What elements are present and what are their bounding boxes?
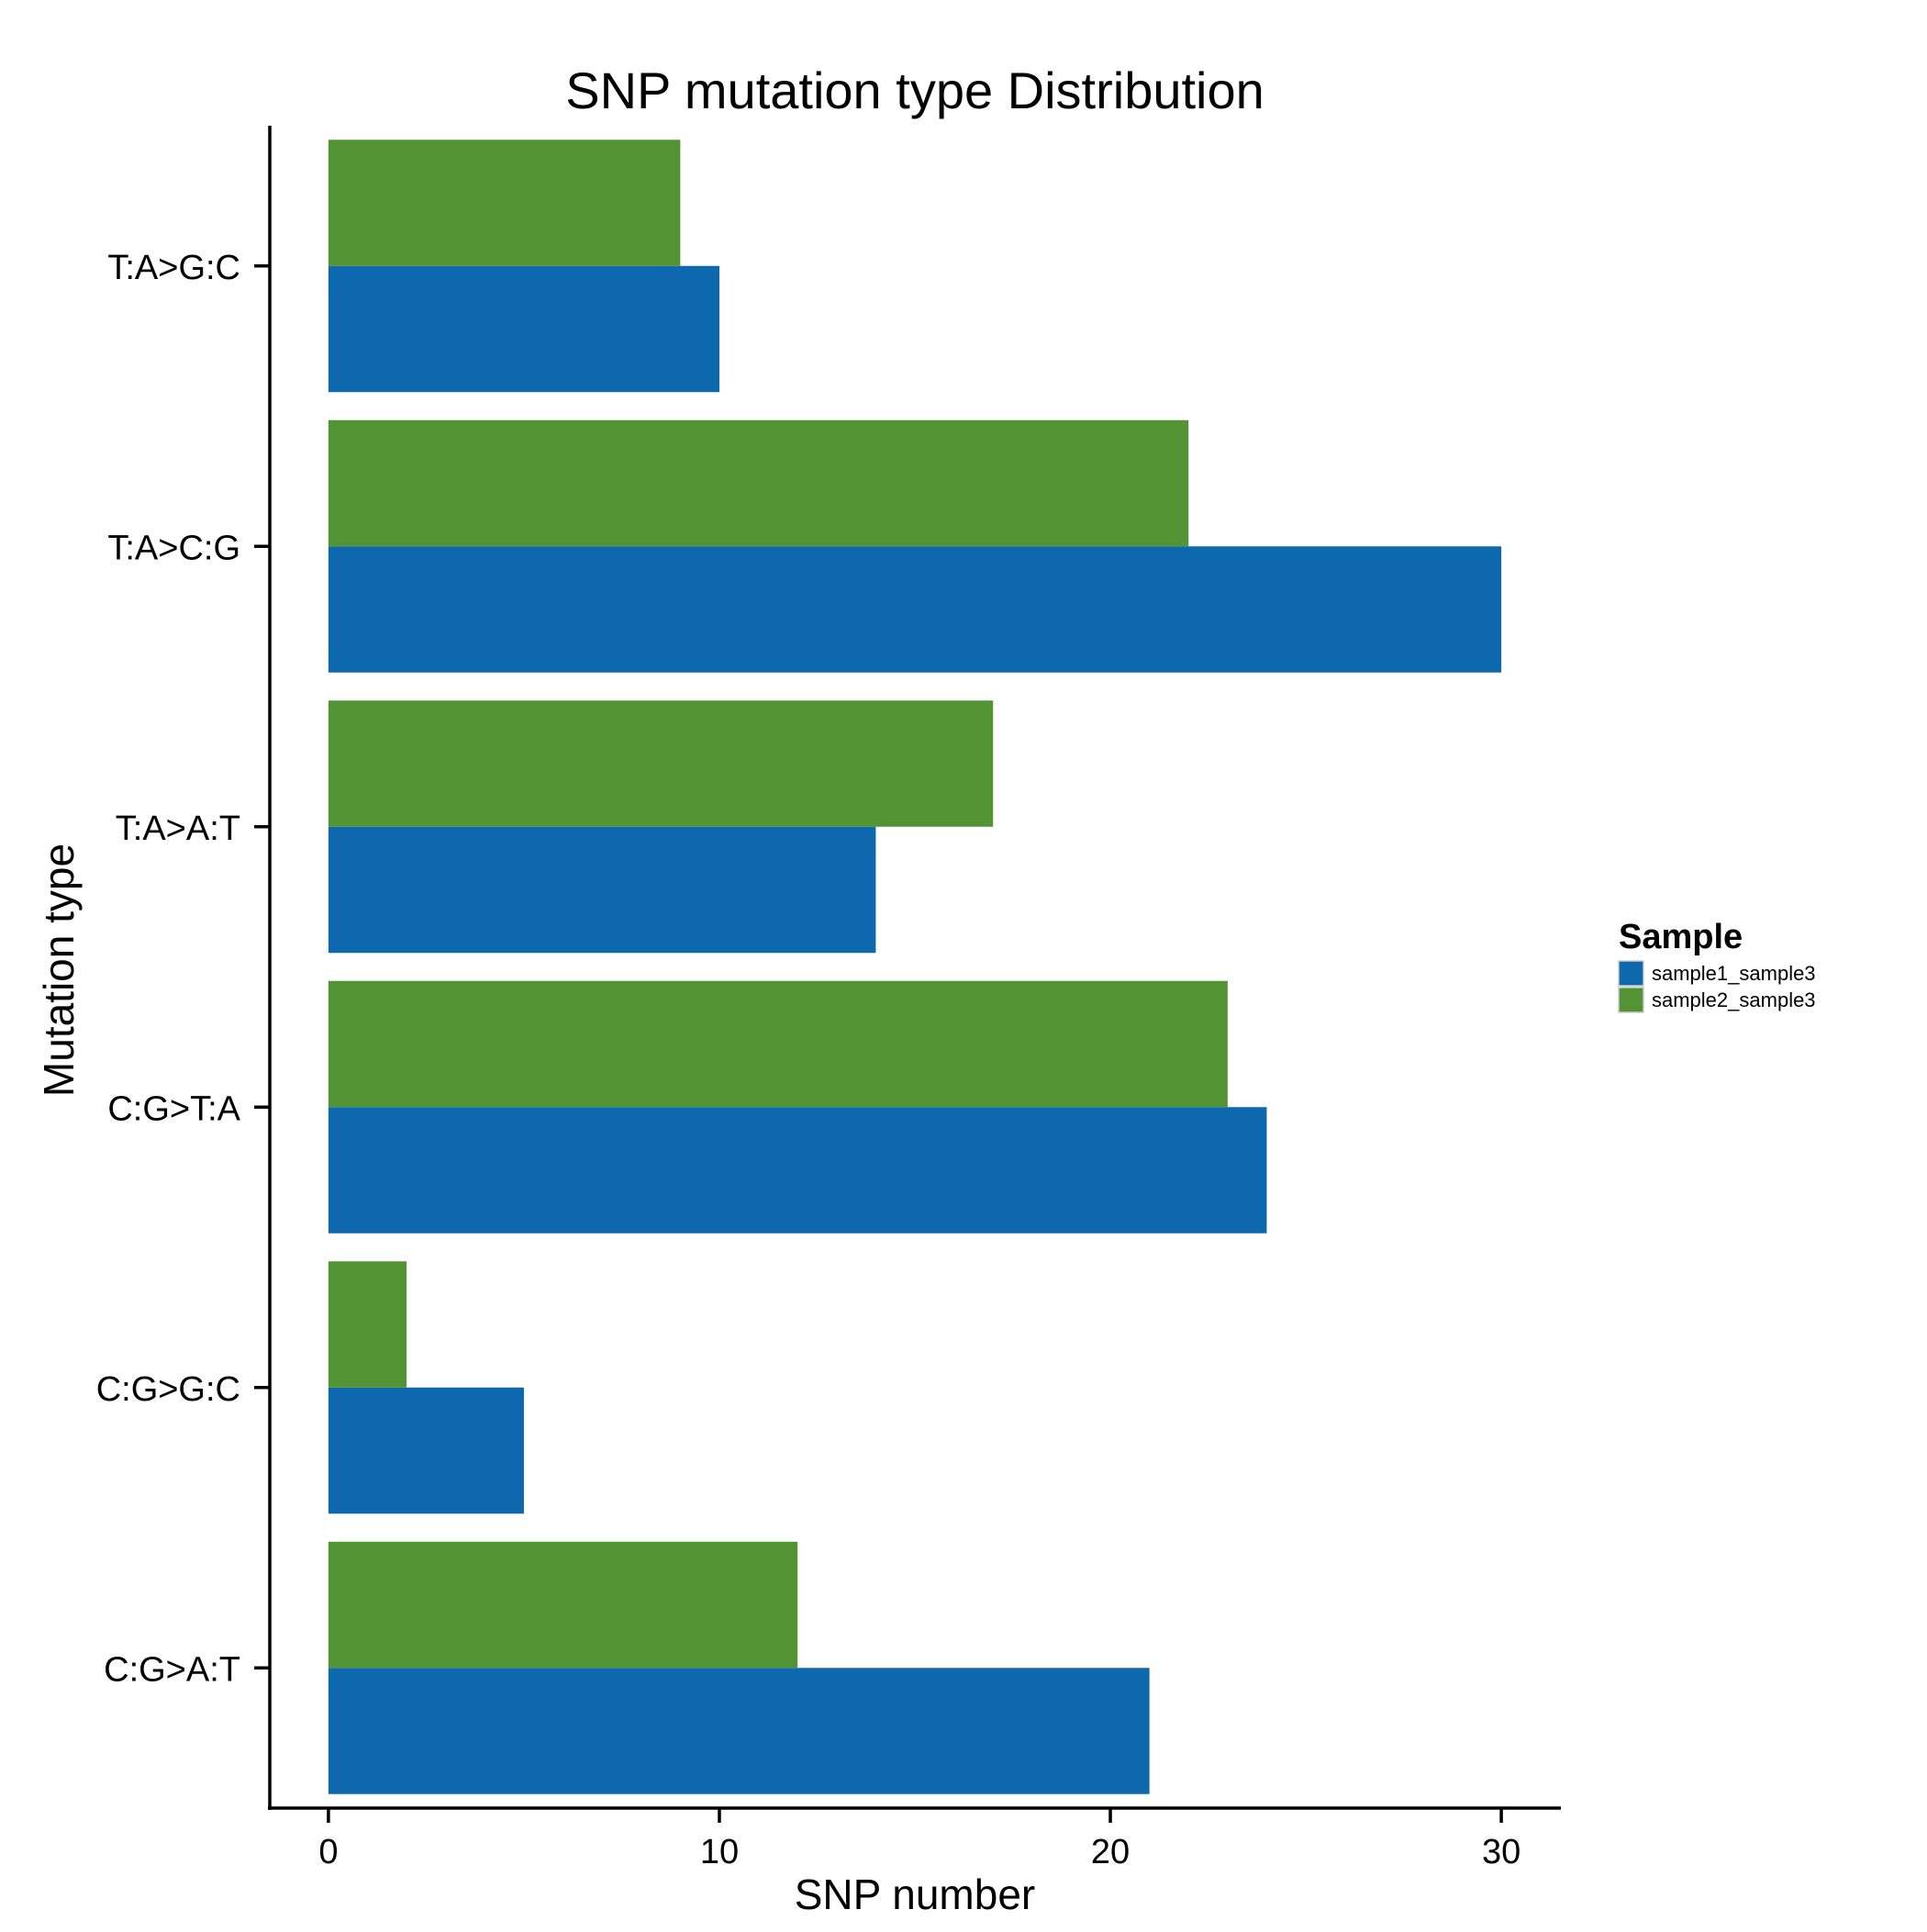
bar-series1-0 [328, 1668, 1150, 1794]
x-axis-title: SNP number [795, 1871, 1036, 1918]
legend-label: sample2_sample3 [1652, 988, 1816, 1011]
y-tick-label: T:A>G:C [107, 249, 240, 287]
legend-swatch [1618, 987, 1644, 1013]
legend: Sample sample1_sample3 sample2_sample3 [1618, 918, 1816, 1013]
bar-series2-5 [328, 140, 681, 266]
x-tick-label: 30 [1482, 1833, 1520, 1871]
y-ticks-layer: C:G>A:T C:G>G:C C:G>T:A T:A>A:T T:A>C:G T:A>G… [96, 249, 270, 1689]
y-axis-title: Mutation type [35, 843, 83, 1097]
legend-swatch [1618, 960, 1644, 987]
bar-series2-3 [328, 700, 994, 827]
bar-series1-5 [328, 265, 719, 393]
bars-layer [328, 140, 1502, 1794]
y-tick-label: T:A>A:T [116, 810, 240, 848]
bar-series2-4 [328, 419, 1189, 547]
bar-series2-0 [328, 1541, 798, 1669]
x-tick-label: 20 [1091, 1833, 1130, 1871]
bar-series1-2 [328, 1107, 1267, 1234]
bar-series1-4 [328, 546, 1502, 673]
chart-title: SNP mutation type Distribution [565, 61, 1264, 119]
x-tick-label: 0 [318, 1833, 338, 1871]
y-tick-label: C:G>T:A [107, 1089, 240, 1128]
legend-title: Sample [1619, 918, 1743, 956]
x-ticks-layer: 0 10 20 30 [318, 1808, 1520, 1871]
legend-label: sample1_sample3 [1652, 962, 1816, 985]
bar-series2-2 [328, 980, 1228, 1108]
y-tick-label: C:G>A:T [104, 1650, 240, 1689]
y-tick-label: C:G>G:C [96, 1370, 240, 1409]
legend-items: sample1_sample3 sample2_sample3 [1618, 960, 1816, 1013]
bar-series1-1 [328, 1387, 524, 1514]
bar-series1-3 [328, 826, 876, 954]
y-tick-label: T:A>C:G [107, 529, 240, 567]
x-tick-label: 10 [700, 1833, 739, 1871]
bar-series2-1 [328, 1261, 407, 1388]
